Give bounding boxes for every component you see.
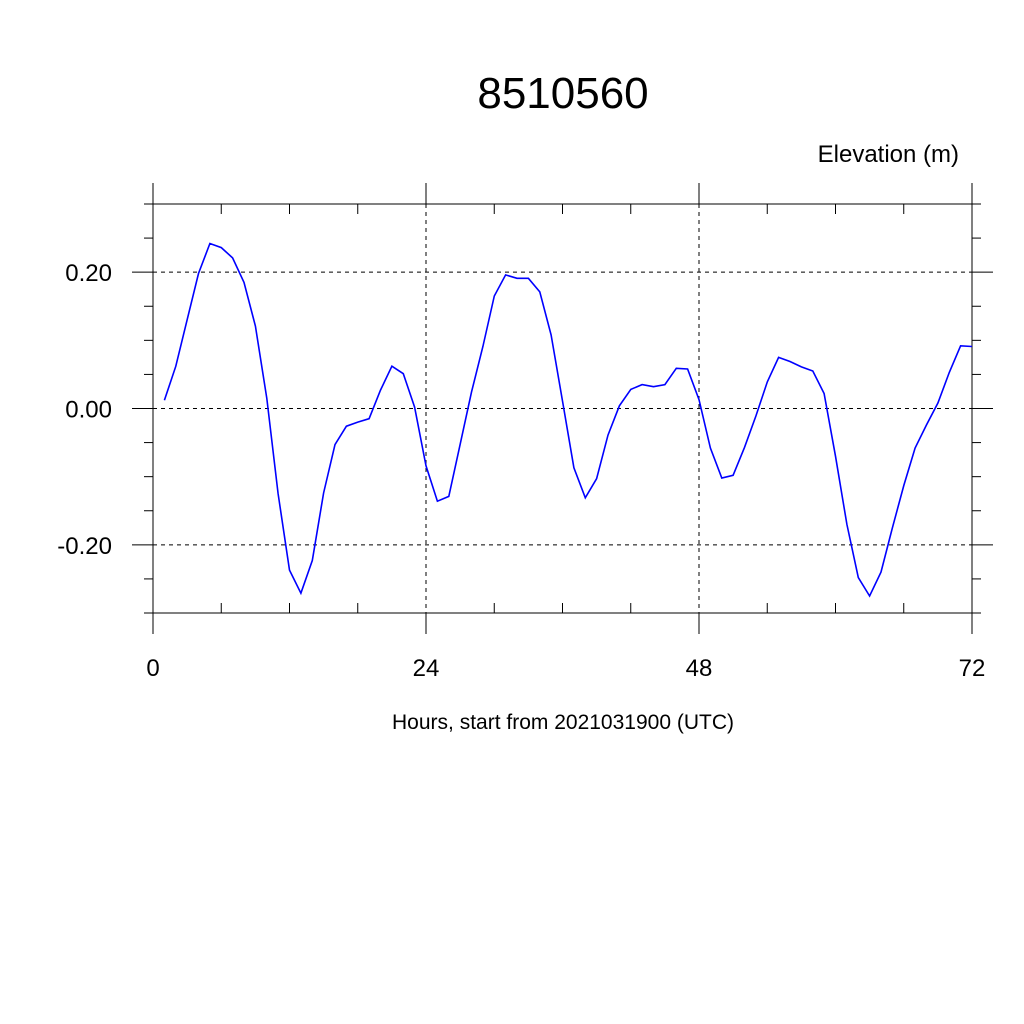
y-axis-unit-label: Elevation (m): [818, 141, 959, 168]
grid-lines: [153, 204, 972, 613]
tick-labels: 0 24 48 72 -0.20 0.00 0.20: [57, 260, 985, 682]
x-tick-label: 0: [146, 655, 159, 682]
chart-title: 8510560: [477, 69, 648, 118]
series-layer: [163, 242, 973, 598]
x-axis-label: Hours, start from 2021031900 (UTC): [392, 711, 734, 734]
x-tick-label: 48: [686, 655, 713, 682]
plot-frame: [152, 203, 973, 614]
axis-ticks: [132, 183, 993, 634]
y-tick-label: 0.00: [65, 397, 112, 424]
elevation-series-line: [163, 242, 973, 598]
y-tick-label: 0.20: [65, 260, 112, 287]
y-tick-label: -0.20: [57, 533, 112, 560]
x-tick-label: 72: [959, 655, 986, 682]
x-tick-label: 24: [413, 655, 440, 682]
